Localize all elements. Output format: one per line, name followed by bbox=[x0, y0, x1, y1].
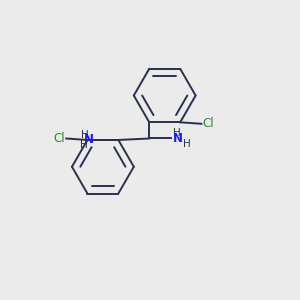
Text: N: N bbox=[84, 133, 94, 146]
Text: H: H bbox=[80, 140, 88, 150]
Text: H: H bbox=[173, 128, 181, 138]
Text: Cl: Cl bbox=[203, 117, 214, 130]
Text: N: N bbox=[173, 132, 183, 145]
Text: H: H bbox=[182, 140, 190, 149]
Text: Cl: Cl bbox=[53, 132, 65, 145]
Text: H: H bbox=[81, 130, 89, 140]
